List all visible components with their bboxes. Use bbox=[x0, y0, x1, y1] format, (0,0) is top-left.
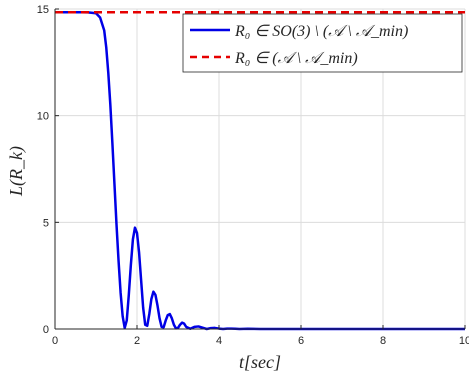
x-tick-label: 6 bbox=[298, 335, 304, 347]
x-axis-label: t[sec] bbox=[239, 352, 281, 372]
y-tick-label: 15 bbox=[37, 4, 49, 16]
x-tick-label: 2 bbox=[134, 335, 140, 347]
legend-label-series-1: R₀ ∈ SO(3) \ (𝒜 \ 𝒜_min) bbox=[234, 23, 408, 40]
x-tick-label: 10 bbox=[459, 335, 469, 347]
y-axis-label: L(R_k) bbox=[6, 146, 27, 197]
x-tick-label: 8 bbox=[380, 335, 386, 347]
legend: R₀ ∈ SO(3) \ (𝒜 \ 𝒜_min) R₀ ∈ (𝒜 \ 𝒜_min… bbox=[182, 13, 463, 73]
y-tick-label: 5 bbox=[43, 217, 49, 229]
y-tick-label: 10 bbox=[37, 111, 49, 123]
x-tick-label: 0 bbox=[52, 335, 58, 347]
y-tick-label: 0 bbox=[43, 324, 49, 336]
tick-labels: 0 2 4 6 8 10 0 5 10 15 bbox=[37, 4, 469, 347]
legend-box bbox=[182, 13, 463, 73]
legend-label-series-2: R₀ ∈ (𝒜 \ 𝒜_min) bbox=[234, 50, 358, 67]
x-tick-label: 4 bbox=[216, 335, 222, 347]
axes bbox=[54, 8, 466, 330]
